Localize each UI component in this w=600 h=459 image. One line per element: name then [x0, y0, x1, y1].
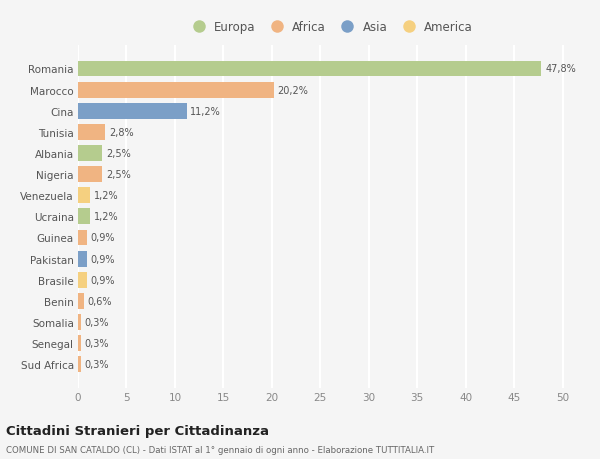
Legend: Europa, Africa, Asia, America: Europa, Africa, Asia, America: [184, 17, 476, 38]
Text: 2,8%: 2,8%: [109, 128, 134, 138]
Bar: [78, 293, 84, 309]
Text: 0,3%: 0,3%: [85, 338, 109, 348]
Bar: [78, 336, 81, 351]
Bar: [78, 167, 102, 183]
Text: 0,9%: 0,9%: [91, 254, 115, 264]
Bar: [78, 83, 274, 98]
Bar: [78, 209, 89, 225]
Text: 1,2%: 1,2%: [94, 212, 118, 222]
Bar: [78, 272, 87, 288]
Bar: [78, 251, 87, 267]
Text: 0,6%: 0,6%: [88, 296, 112, 306]
Text: 47,8%: 47,8%: [545, 64, 576, 74]
Text: 2,5%: 2,5%: [106, 149, 131, 159]
Text: COMUNE DI SAN CATALDO (CL) - Dati ISTAT al 1° gennaio di ogni anno - Elaborazion: COMUNE DI SAN CATALDO (CL) - Dati ISTAT …: [6, 445, 434, 454]
Text: 0,9%: 0,9%: [91, 233, 115, 243]
Bar: [78, 62, 541, 77]
Bar: [78, 146, 102, 162]
Text: 2,5%: 2,5%: [106, 170, 131, 180]
Text: Cittadini Stranieri per Cittadinanza: Cittadini Stranieri per Cittadinanza: [6, 425, 269, 437]
Text: 20,2%: 20,2%: [278, 85, 308, 95]
Text: 11,2%: 11,2%: [190, 106, 221, 117]
Bar: [78, 230, 87, 246]
Bar: [78, 125, 105, 140]
Bar: [78, 104, 187, 119]
Text: 0,3%: 0,3%: [85, 359, 109, 369]
Text: 0,3%: 0,3%: [85, 317, 109, 327]
Bar: [78, 357, 81, 372]
Bar: [78, 188, 89, 204]
Bar: [78, 314, 81, 330]
Text: 0,9%: 0,9%: [91, 275, 115, 285]
Text: 1,2%: 1,2%: [94, 191, 118, 201]
